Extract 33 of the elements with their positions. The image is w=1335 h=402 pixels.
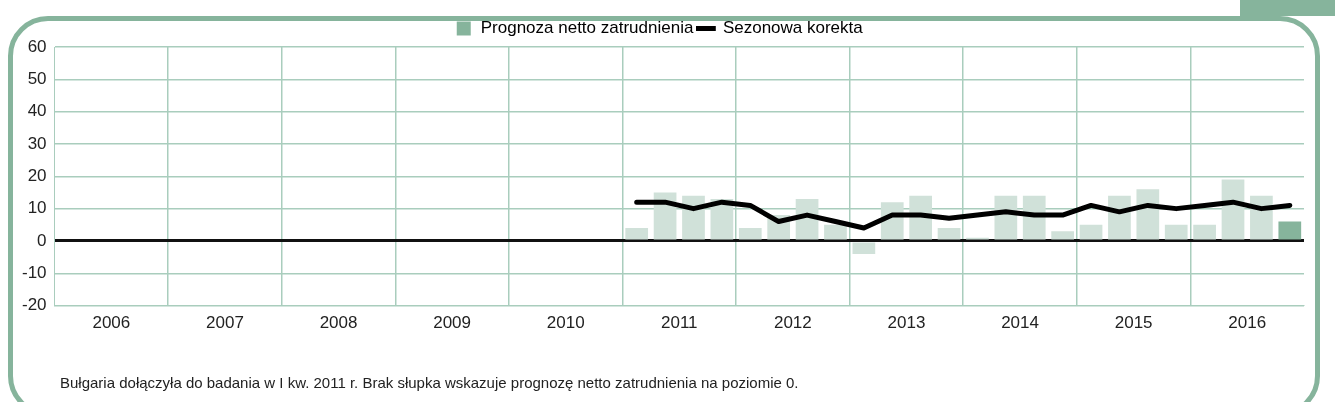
y-tick-label: 20 (27, 165, 47, 185)
bar (852, 242, 876, 254)
text: Bułgaria dołączyła do badania w I kw. 2011 r. Brak słupka wskazuje prognozę netto zatrudnienia na poziomie 0. (60, 374, 799, 391)
x-tick-label: 2007 (206, 313, 244, 333)
x-tick-label: 2013 (887, 313, 926, 333)
x-tick-label: 2012 (773, 313, 812, 333)
legend-label: Prognoza netto zatrudnienia (480, 18, 694, 38)
y-tick-label: 50 (27, 69, 47, 89)
x-tick-label: 2011 (661, 313, 698, 333)
y-tick-label: 40 (27, 101, 47, 121)
bar (1164, 224, 1188, 240)
bar (1278, 221, 1302, 240)
bar (1051, 231, 1074, 240)
bar (625, 228, 649, 240)
x-tick-label: 2008 (319, 313, 358, 333)
bar (937, 228, 961, 240)
bar (824, 224, 847, 240)
y-tick-label: -20 (21, 295, 47, 315)
legend-label: Sezonowa korekta (722, 18, 864, 38)
x-tick-label: 2009 (433, 313, 472, 333)
bar (738, 228, 762, 240)
y-tick-label: 0 (37, 230, 47, 250)
bar (1193, 224, 1216, 240)
x-tick-label: 2010 (546, 313, 585, 333)
y-tick-label: 10 (27, 198, 47, 218)
y-tick-label: 60 (27, 36, 47, 56)
bar (1079, 224, 1103, 240)
x-tick-label: 2014 (1001, 313, 1039, 333)
y-tick-label: -10 (21, 262, 47, 282)
x-tick-label: 2006 (92, 313, 131, 333)
x-tick-label: 2016 (1228, 313, 1267, 333)
x-tick-label: 2015 (1114, 313, 1153, 333)
y-tick-label: 30 (27, 133, 47, 153)
